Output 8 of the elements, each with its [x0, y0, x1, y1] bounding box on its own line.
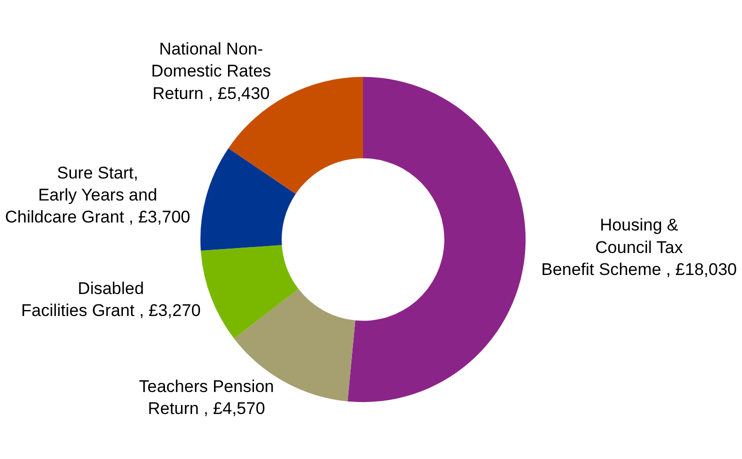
- slice-label: National Non-Domestic Rates Return , £5,430: [151, 40, 272, 103]
- slice-label: Housing & Council Tax Benefit Scheme , £18,030: [541, 216, 737, 279]
- slice-label: Disabled Facilities Grant , £3,270: [21, 279, 201, 320]
- donut-slice: [200, 245, 299, 339]
- donut-slice: [348, 76, 526, 402]
- donut-slice: [200, 148, 296, 251]
- slice-label: Sure Start, Early Years and Childcare Grant , £3,700: [5, 163, 190, 227]
- slice-label: Teachers Pension Return , £4,570: [138, 376, 274, 418]
